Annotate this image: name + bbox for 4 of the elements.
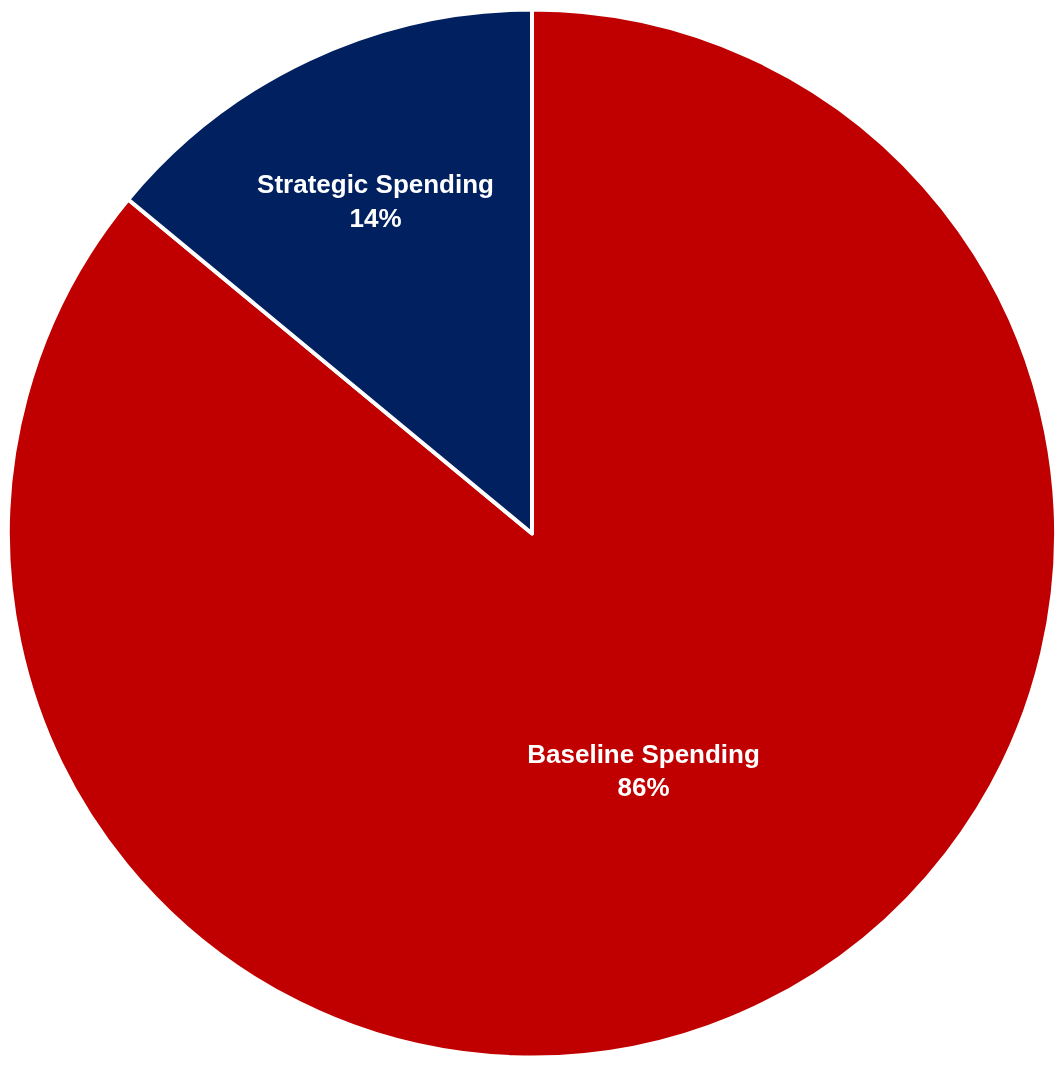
data-label: 86% [617,772,670,803]
data-label: 14% [349,202,402,233]
slice-label: Strategic Spending [257,169,494,200]
slice-label: Baseline Spending [527,738,760,769]
